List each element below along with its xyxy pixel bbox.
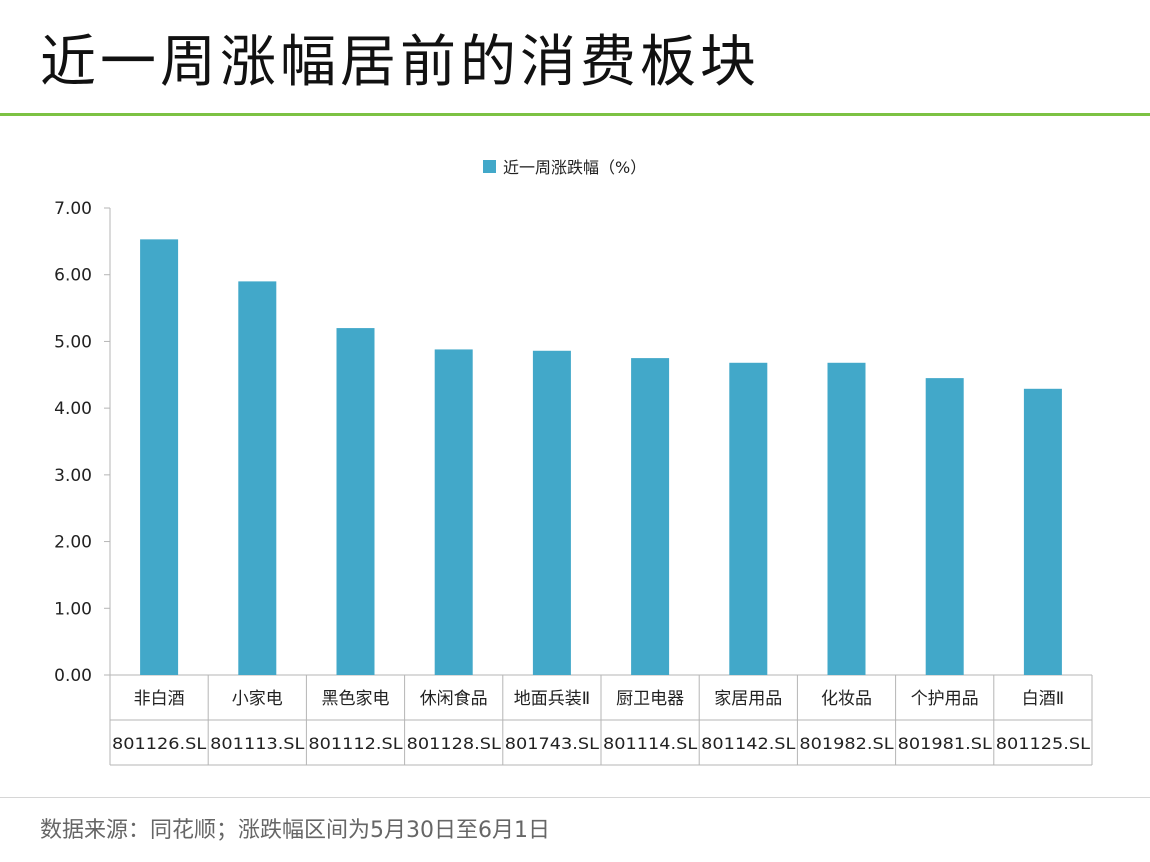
category-code-label: 801114.SL	[603, 734, 697, 753]
y-tick-label: 4.00	[54, 399, 92, 419]
bar	[434, 349, 473, 675]
category-code-label: 801743.SL	[505, 734, 599, 753]
category-label: 非白酒	[134, 689, 185, 709]
category-label: 化妆品	[821, 689, 872, 709]
y-tick-label: 6.00	[54, 266, 92, 286]
y-tick-label: 7.00	[54, 199, 92, 219]
category-label: 休闲食品	[420, 689, 488, 709]
category-label: 家居用品	[714, 689, 782, 709]
source-note: 数据来源：同花顺；涨跌幅区间为5月30日至6月1日	[40, 818, 550, 843]
bar	[827, 362, 866, 675]
category-code-label: 801112.SL	[308, 734, 402, 753]
category-label: 个护用品	[911, 689, 979, 709]
chart-category-labels: 非白酒 801126.SL 小家电 801113.SL 黑色家电 801112.SL 休闲食…	[112, 689, 1090, 753]
bar	[140, 239, 179, 675]
y-tick-label: 0.00	[54, 666, 92, 686]
bar	[925, 378, 964, 675]
y-tick-label: 3.00	[54, 466, 92, 486]
bar-chart: 近一周涨跌幅（%） 0.00 1.00 2.00 3.00 4.00 5.00 6.00 7.…	[54, 158, 1093, 766]
chart-bars	[140, 239, 1062, 675]
bar	[336, 328, 375, 675]
page-title: 近一周涨幅居前的消费板块	[40, 30, 760, 95]
category-code-label: 801982.SL	[799, 734, 893, 753]
category-label: 厨卫电器	[616, 689, 684, 709]
category-code-label: 801142.SL	[701, 734, 795, 753]
y-tick-label: 1.00	[54, 599, 92, 619]
category-label: 小家电	[232, 689, 283, 709]
category-code-label: 801128.SL	[407, 734, 501, 753]
category-code-label: 801126.SL	[112, 734, 206, 753]
source-divider	[0, 797, 1150, 798]
bar	[631, 358, 670, 675]
category-code-label: 801113.SL	[210, 734, 304, 753]
category-code-label: 801125.SL	[996, 734, 1090, 753]
bar	[1023, 388, 1062, 675]
category-label: 黑色家电	[322, 689, 390, 709]
category-label: 地面兵装Ⅱ	[514, 689, 590, 709]
bar	[532, 350, 571, 675]
y-tick-label: 2.00	[54, 533, 92, 553]
bar	[238, 281, 277, 675]
legend-label: 近一周涨跌幅（%）	[503, 158, 646, 177]
category-code-label: 801981.SL	[898, 734, 992, 753]
title-divider	[0, 113, 1150, 116]
bar	[729, 362, 768, 675]
chart-legend: 近一周涨跌幅（%）	[483, 158, 646, 177]
category-label: 白酒Ⅱ	[1022, 689, 1064, 709]
y-tick-label: 5.00	[54, 332, 92, 352]
legend-swatch	[483, 160, 496, 173]
